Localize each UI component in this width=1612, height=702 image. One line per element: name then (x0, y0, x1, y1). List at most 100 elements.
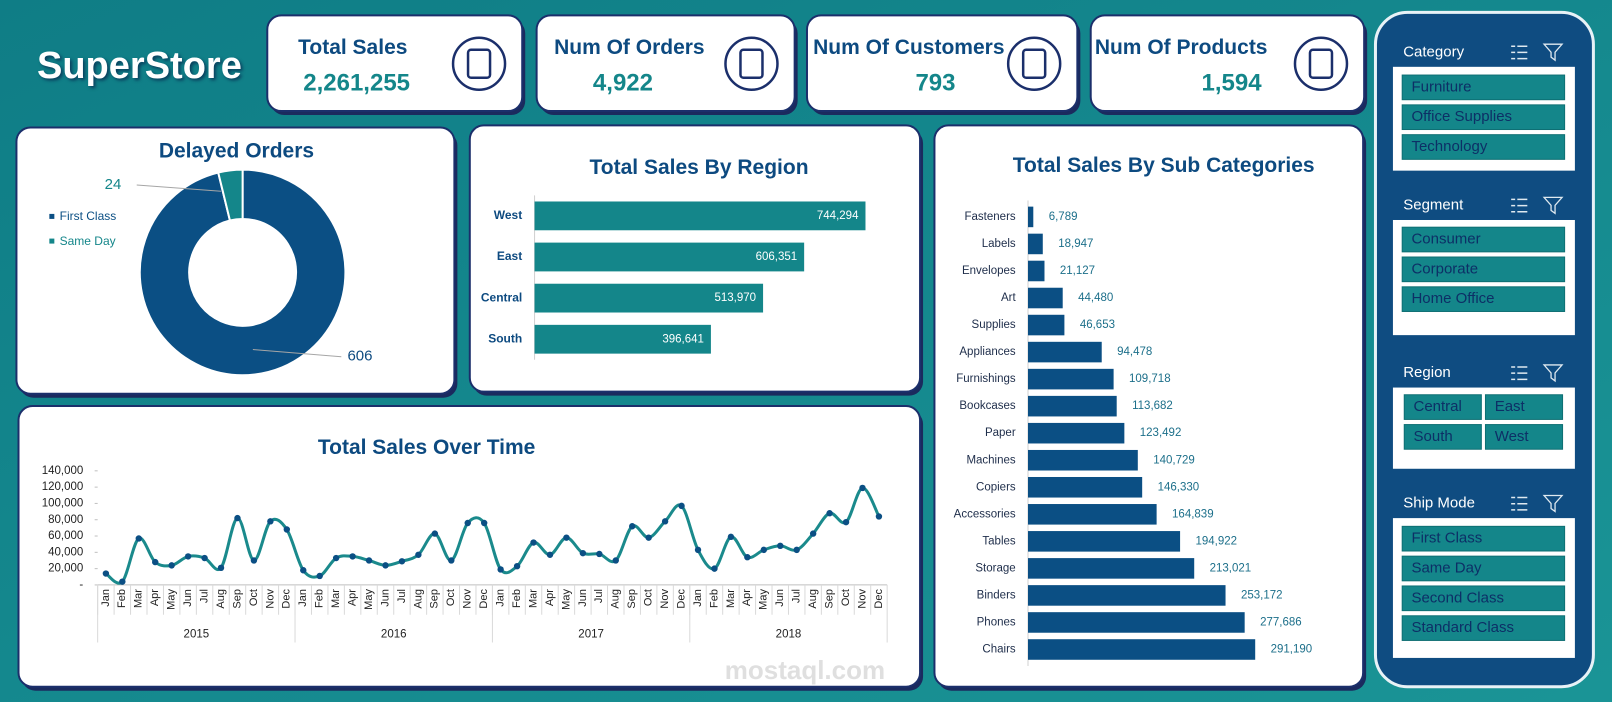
data-label: 94,478 (1117, 346, 1152, 358)
data-label: 6,789 (1049, 211, 1078, 223)
slicer-item[interactable] (1401, 256, 1566, 283)
x-tick-label: May (560, 589, 572, 610)
line-marker (629, 523, 636, 530)
line-marker (184, 553, 192, 560)
data-label: 123,492 (1140, 427, 1182, 439)
x-tick-label: Mar (527, 589, 539, 608)
bar (1028, 504, 1157, 525)
line-marker (727, 533, 735, 541)
bar (1028, 260, 1045, 282)
slicer-multiselect-icon[interactable] (1511, 496, 1528, 511)
slicer-item-label: Home Office (1411, 290, 1494, 307)
x-tick-label: Sep (231, 589, 243, 609)
bar (1028, 233, 1043, 255)
year-label: 2015 (184, 628, 210, 640)
x-tick-label: Sep (824, 589, 836, 609)
category-label: Chairs (982, 644, 1015, 656)
slicer-clear-filter-icon[interactable] (1542, 196, 1564, 215)
x-tick-label: Mar (725, 589, 737, 608)
slicer-item[interactable] (1401, 615, 1566, 641)
slicer-multiselect-icon[interactable] (1511, 45, 1528, 60)
line-marker (563, 534, 570, 541)
kpi-icon (1293, 36, 1349, 91)
line-marker (448, 557, 455, 564)
x-tick-label: Aug (215, 589, 227, 609)
category-label: Envelopes (962, 265, 1016, 277)
slicer-item[interactable] (1401, 104, 1566, 131)
bar (1028, 368, 1114, 390)
data-label: 21,127 (1060, 265, 1095, 277)
slicer-item[interactable] (1403, 394, 1482, 420)
slicer-item-label: South (1414, 428, 1453, 445)
x-tick-label: Jul (593, 589, 605, 603)
kpi-value: 4,922 (593, 70, 653, 97)
slicer-item[interactable] (1401, 134, 1566, 160)
x-tick-label: Nov (264, 589, 276, 609)
chart-title: Total Sales By Sub Categories (1013, 154, 1315, 177)
data-label: 253,172 (1241, 589, 1283, 601)
x-tick-label: Dec (675, 589, 687, 609)
slicer-item[interactable] (1401, 585, 1566, 612)
bar (534, 283, 764, 313)
slicer-multiselect-icon[interactable] (1511, 366, 1528, 381)
leader-line (136, 184, 222, 192)
kpi-card (805, 14, 1079, 113)
data-label: 164,839 (1172, 508, 1214, 520)
slicer-title: Category (1403, 43, 1464, 60)
x-tick-label: Aug (807, 589, 819, 609)
line-marker (678, 502, 685, 510)
slicer-item-label: Corporate (1411, 260, 1478, 277)
line-marker (711, 565, 718, 572)
line-marker (859, 484, 866, 492)
x-tick-label: Sep (429, 589, 441, 609)
slicer-clear-filter-icon[interactable] (1542, 364, 1564, 383)
line-marker (119, 578, 126, 585)
kpi-icon (1308, 48, 1334, 79)
slicer-clear-filter-icon[interactable] (1542, 494, 1564, 513)
slicer-title: Segment (1403, 197, 1464, 214)
slicer-title: Ship Mode (1403, 495, 1475, 512)
x-tick-label: Jun (182, 589, 194, 607)
kpi-icon (1021, 48, 1047, 79)
line-marker (102, 570, 110, 577)
line-marker (431, 530, 439, 537)
bar (1028, 449, 1138, 471)
x-tick-label: May (363, 589, 375, 610)
slicer-item[interactable] (1401, 286, 1566, 312)
line-marker (546, 551, 554, 558)
slicer-item[interactable] (1401, 525, 1566, 552)
slicer-item-label: Office Supplies (1411, 108, 1512, 125)
slicer-item[interactable] (1484, 424, 1564, 450)
slicer-item[interactable] (1401, 74, 1566, 101)
slicer-item[interactable] (1403, 424, 1482, 450)
x-tick-label: Apr (741, 589, 753, 606)
slicer-item[interactable] (1484, 394, 1564, 420)
slicer-clear-filter-icon[interactable] (1542, 43, 1564, 62)
bar (1028, 558, 1195, 579)
bar (534, 242, 805, 272)
bar (1028, 314, 1065, 336)
bar (1028, 585, 1226, 606)
bar (1028, 531, 1181, 552)
kpi-icon (1006, 36, 1062, 91)
legend-swatch (49, 238, 55, 244)
time-panel (17, 405, 922, 688)
bar (1028, 206, 1034, 228)
legend-label: First Class (60, 209, 117, 223)
line-marker (875, 513, 883, 520)
slicer-multiselect-icon[interactable] (1511, 198, 1528, 213)
slicer-item-label: Technology (1411, 138, 1487, 155)
line-marker (694, 546, 702, 554)
line-marker (497, 566, 504, 573)
slicer-item-label: Furniture (1411, 78, 1471, 95)
slicer-item[interactable] (1401, 226, 1566, 253)
category-label: Accessories (954, 508, 1016, 520)
slicer-item-label: Standard Class (1411, 619, 1514, 636)
x-tick-label: Oct (445, 589, 457, 606)
y-tick-label: 140,000 (42, 465, 84, 477)
kpi-icon (739, 48, 764, 79)
x-tick-label: Dec (873, 589, 885, 609)
category-label: Central (481, 290, 522, 304)
x-tick-label: Mar (330, 589, 342, 608)
slicer-item[interactable] (1401, 555, 1566, 582)
